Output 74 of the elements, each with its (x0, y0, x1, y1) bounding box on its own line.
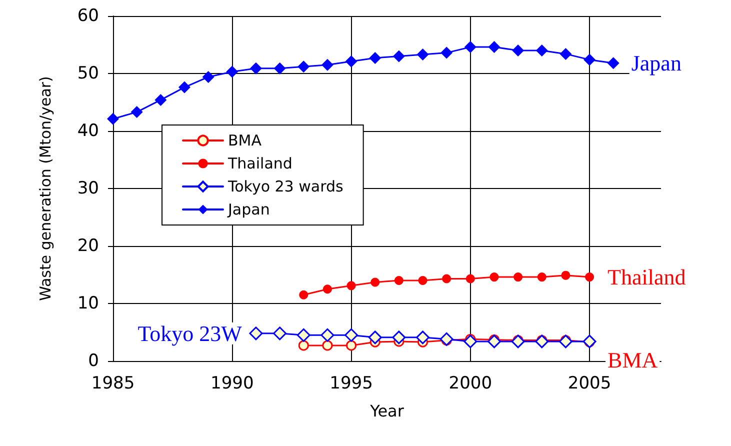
point (250, 62, 262, 74)
annotation: Tokyo 23W (138, 320, 242, 346)
legend-label: Thailand (227, 154, 292, 172)
point (464, 334, 478, 348)
point (346, 340, 357, 351)
point (442, 274, 452, 284)
y-tick-label: 50 (77, 64, 99, 84)
y-axis-title: Waste generation (Mton/year) (36, 76, 54, 301)
point (464, 41, 476, 54)
point (226, 66, 238, 78)
point (487, 334, 501, 348)
x-tick-label: 2005 (568, 374, 612, 394)
point (440, 46, 453, 59)
point (584, 54, 596, 66)
point (320, 328, 334, 342)
point (511, 334, 525, 348)
annotation: BMA (608, 348, 658, 373)
point (369, 52, 382, 64)
point (202, 70, 214, 83)
point (321, 58, 334, 71)
point (370, 278, 380, 287)
y-tick-label: 40 (77, 121, 99, 141)
y-tick-label: 20 (77, 236, 99, 256)
legend-label: Tokyo 23 wards (227, 178, 344, 196)
annotation: Thailand (608, 264, 686, 290)
point (345, 55, 358, 68)
y-tick-label: 0 (88, 351, 99, 371)
point (418, 276, 428, 285)
point (394, 276, 404, 285)
point (537, 272, 546, 282)
x-tick-label: 1995 (330, 374, 373, 394)
legend-label: BMA (228, 132, 262, 150)
point (416, 48, 429, 61)
point (535, 334, 549, 348)
x-axis-title: Year (369, 402, 404, 420)
y-tick-label: 60 (77, 6, 99, 26)
point (585, 272, 594, 282)
point (607, 57, 620, 70)
point (512, 44, 524, 56)
point (249, 326, 263, 340)
point (298, 340, 309, 351)
y-tick-label: 30 (77, 178, 99, 198)
legend-label: Japan (227, 200, 270, 218)
point (488, 41, 500, 54)
point (490, 272, 499, 282)
point (561, 270, 570, 280)
point (322, 340, 333, 351)
point (560, 48, 572, 60)
point (440, 332, 454, 346)
point (296, 328, 310, 342)
point (299, 290, 308, 300)
x-tick-label: 2000 (448, 374, 492, 394)
y-tick-label: 10 (77, 294, 99, 314)
point (298, 60, 310, 73)
x-tick-label: 1990 (210, 374, 254, 394)
point (344, 328, 358, 342)
point (107, 112, 119, 125)
point (392, 50, 405, 62)
point (416, 330, 430, 344)
point (514, 272, 523, 282)
point (368, 330, 382, 344)
point (392, 330, 406, 344)
point (466, 274, 475, 284)
point (536, 44, 548, 56)
point (274, 62, 286, 74)
point (322, 284, 332, 294)
point (154, 94, 167, 106)
x-tick-label: 1985 (91, 374, 135, 394)
point (178, 81, 190, 94)
point (558, 334, 572, 348)
annotation: Japan (631, 50, 682, 76)
point (130, 106, 143, 118)
point (346, 281, 356, 290)
point (273, 326, 287, 340)
